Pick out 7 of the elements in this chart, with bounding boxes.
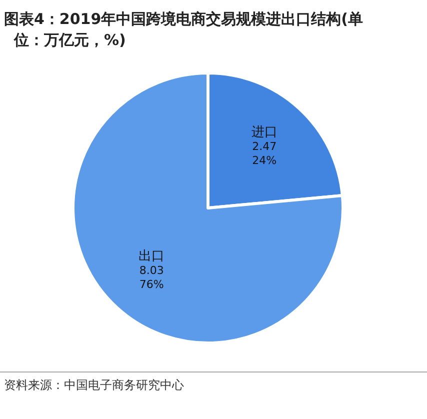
- text: 资料来源：中国电子商务研究中心: [4, 378, 184, 392]
- data-label: 8.03 76%: [139, 264, 164, 291]
- data-label: 2.47 24%: [252, 140, 277, 168]
- slice-label: 出口: [138, 248, 165, 264]
- slice-label: 进口: [251, 125, 278, 140]
- pie-slice: [72, 72, 344, 344]
- chart-title: 图表4：2019年中国跨境电商交易规模进出口结构(单位：万亿元，%): [4, 10, 364, 49]
